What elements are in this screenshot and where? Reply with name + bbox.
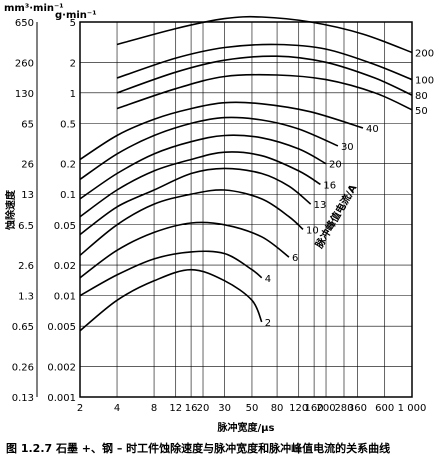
curve-label: 10 — [306, 225, 319, 236]
x-tick-label: 360 — [348, 403, 367, 414]
curve-series — [79, 167, 312, 236]
curve-series — [79, 221, 290, 279]
y-axis-inner-unit: g·min⁻¹ — [55, 10, 97, 21]
y-inner-tick-label: 2 — [70, 58, 76, 69]
y-inner-tick-label: 0.02 — [54, 261, 76, 272]
y-axis-label: 蚀除速度 — [4, 189, 17, 231]
y-inner-tick-label: 0.2 — [60, 160, 76, 171]
y-inner-tick-label: 0.1 — [60, 190, 76, 201]
x-tick-label: 20 — [197, 403, 210, 414]
y-outer-tick-label: 260 — [15, 58, 34, 69]
x-tick-label: 4 — [114, 403, 120, 414]
y-outer-tick-label: 0.65 — [12, 322, 34, 333]
x-tick-label: 120 — [289, 403, 308, 414]
y-outer-tick-label: 2.6 — [18, 261, 34, 272]
y-inner-tick-label: 1 — [70, 89, 76, 100]
curve-label: 6 — [292, 253, 298, 264]
curve-series — [79, 101, 364, 161]
curve-series — [116, 43, 413, 81]
x-tick-label: 160 — [305, 403, 324, 414]
y-outer-tick-label: 130 — [15, 89, 34, 100]
curve-labels: 200 100 80 50 40 30 20 16 13 10 6 4 2 — [265, 49, 434, 329]
figure-caption: 图 1.2.7 石墨 +、钢 – 时工件蚀除速度与脉冲宽度和脉冲峰值电流的关系曲… — [6, 442, 391, 455]
curve-label: 13 — [314, 200, 327, 211]
y-inner-tick-label: 0.01 — [54, 292, 76, 303]
curve-label: 100 — [415, 76, 434, 87]
curve-series — [79, 189, 304, 256]
curve-label: 16 — [323, 180, 336, 191]
y-outer-tick-label: 0.26 — [12, 362, 34, 373]
y-inner-tick-label: 0.001 — [47, 393, 76, 404]
y-inner-tick-label: 0.05 — [54, 221, 76, 232]
curve-label: 4 — [265, 274, 271, 285]
curve-series — [79, 268, 263, 332]
x-tick-label: 8 — [151, 403, 157, 414]
y-outer-tick-label: 1.3 — [18, 292, 34, 303]
x-tick-label: 12 — [169, 403, 182, 414]
x-tick-label: 1 000 — [398, 403, 427, 414]
x-axis-label: 脉冲宽度/μs — [217, 421, 275, 434]
curve-label: 20 — [329, 160, 342, 171]
y-inner-tick-label: 0.5 — [60, 119, 76, 130]
x-tick-label: 2 — [77, 403, 83, 414]
y-axis-inner: 5 2 1 0.5 0.2 0.1 0.05 0.02 0.01 0.005 0.002 0.001 — [47, 18, 76, 404]
y-outer-tick-label: 6.5 — [18, 221, 34, 232]
curve-label: 30 — [341, 142, 354, 153]
curve-label: 200 — [415, 49, 434, 60]
y-axis-outer: 650 260 130 65 26 13 6.5 2.6 1.3 0.65 0.26 0.13 — [12, 18, 34, 404]
x-tick-label: 30 — [218, 403, 231, 414]
curve-series — [79, 250, 263, 297]
y-outer-tick-label: 26 — [21, 160, 34, 171]
curve-label: 50 — [415, 106, 428, 117]
curve-label: 2 — [265, 318, 271, 329]
curves — [79, 15, 413, 332]
grid — [36, 21, 413, 398]
y-axis-outer-unit: mm³·min⁻¹ — [4, 3, 64, 14]
curve-series — [79, 134, 327, 200]
y-inner-tick-label: 5 — [70, 18, 76, 29]
curve-series — [116, 55, 413, 96]
x-tick-label: 50 — [246, 403, 259, 414]
y-outer-tick-label: 0.13 — [12, 393, 34, 404]
x-tick-label: 80 — [271, 403, 284, 414]
x-tick-label: 600 — [375, 403, 394, 414]
x-tick-label: 200 — [316, 403, 335, 414]
legend-title: 脉冲峰值电流/A — [312, 182, 360, 251]
x-tick-label: 280 — [334, 403, 353, 414]
curve-series — [116, 15, 413, 54]
curve-series — [79, 151, 321, 218]
y-outer-tick-label: 65 — [21, 119, 34, 130]
y-inner-tick-label: 0.005 — [47, 322, 76, 333]
y-outer-tick-label: 13 — [21, 190, 34, 201]
curve-series — [116, 73, 413, 111]
curve-label: 40 — [366, 124, 379, 135]
y-outer-tick-label: 650 — [15, 18, 34, 29]
plot-frame — [79, 21, 413, 398]
curve-label: 80 — [415, 91, 428, 102]
x-tick-label: 16 — [185, 403, 198, 414]
curve-series — [79, 116, 339, 181]
y-inner-tick-label: 0.002 — [47, 362, 76, 373]
